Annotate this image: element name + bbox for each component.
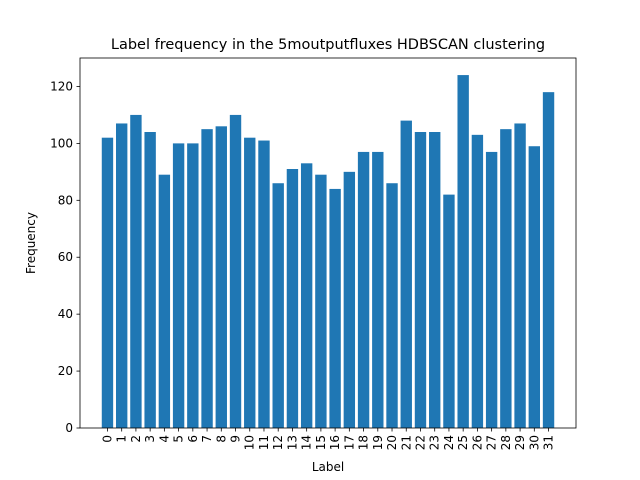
bar-15 (315, 174, 327, 428)
x-tick-label: 12 (271, 435, 285, 450)
x-tick-label: 22 (413, 435, 427, 450)
x-tick-label: 6 (186, 435, 200, 443)
x-tick-label: 18 (357, 435, 371, 450)
x-tick-label: 17 (342, 435, 356, 450)
x-tick-label: 20 (385, 435, 399, 450)
plot-frame (79, 57, 577, 429)
x-tick-label: 19 (371, 435, 385, 450)
y-tick-label: 60 (58, 250, 73, 264)
bar-9 (229, 114, 242, 428)
bar-7 (201, 129, 213, 428)
x-tick-label: 11 (257, 435, 271, 450)
bar-1 (115, 123, 128, 428)
bar-13 (286, 169, 299, 428)
bar-26 (471, 134, 484, 428)
bar-30 (528, 146, 541, 428)
x-tick-label: 21 (399, 435, 413, 450)
bar-14 (300, 163, 313, 429)
bar-3 (144, 132, 156, 428)
x-tick-label: 15 (314, 435, 328, 450)
x-tick-label: 9 (229, 435, 243, 443)
y-tick-label: 0 (65, 421, 73, 435)
bar-31 (542, 92, 555, 429)
x-tick-label: 1 (115, 435, 129, 443)
x-tick-label: 14 (300, 435, 314, 450)
x-tick-label: 23 (428, 435, 442, 450)
bar-24 (443, 194, 455, 428)
x-tick-label: 5 (172, 435, 186, 443)
x-tick-label: 0 (100, 435, 114, 443)
y-ticks-group: 0 20 40 60 80 100 120 (50, 79, 80, 435)
bar-11 (258, 140, 270, 429)
bar-25 (457, 75, 469, 429)
bar-22 (414, 132, 427, 428)
x-tick-label: 30 (527, 435, 541, 450)
bar-19 (372, 151, 384, 428)
bar-4 (158, 174, 171, 428)
bar-2 (130, 114, 142, 428)
bar-6 (187, 143, 199, 428)
y-tick-label: 100 (50, 136, 73, 150)
bar-10 (244, 137, 256, 428)
y-tick-label: 20 (58, 364, 73, 378)
x-tick-label: 4 (157, 435, 171, 443)
x-tick-label: 16 (328, 435, 342, 450)
bar-23 (429, 132, 441, 428)
bar-28 (500, 129, 512, 428)
x-tick-label: 8 (214, 435, 228, 443)
bar-8 (215, 126, 227, 429)
x-tick-label: 13 (285, 435, 299, 450)
bar-27 (485, 151, 498, 428)
x-tick-label: 31 (542, 435, 556, 450)
bar-0 (101, 137, 114, 428)
x-tick-label: 27 (485, 435, 499, 450)
bar-12 (272, 183, 284, 428)
x-tick-label: 7 (200, 435, 214, 443)
x-tick-label: 25 (456, 435, 470, 450)
x-tick-label: 2 (129, 435, 143, 443)
y-tick-label: 80 (58, 193, 73, 207)
x-tick-label: 26 (470, 435, 484, 450)
y-tick-label: 120 (50, 79, 73, 93)
x-ticks-group: 0 1 2 3 4 5 6 7 8 9 10 11 12 13 14 15 16 17 18 19 20 21 22 23 24… (100, 428, 556, 450)
bar-20 (386, 183, 398, 428)
x-tick-label: 10 (243, 435, 257, 450)
bar-21 (400, 120, 412, 428)
y-tick-label: 40 (58, 307, 73, 321)
bar-18 (357, 151, 370, 428)
y-axis-label: Frequency (24, 212, 38, 274)
bar-17 (343, 171, 356, 428)
bar-16 (329, 188, 341, 428)
x-tick-label: 29 (513, 435, 527, 450)
chart-title: Label frequency in the 5moutputfluxes HD… (111, 37, 545, 53)
bar-29 (514, 123, 526, 428)
x-axis-label: Label (312, 460, 344, 474)
x-tick-label: 24 (442, 435, 456, 450)
x-tick-label: 28 (499, 435, 513, 450)
x-tick-label: 3 (143, 435, 157, 443)
bars-group (101, 75, 555, 429)
bar-5 (172, 143, 185, 428)
